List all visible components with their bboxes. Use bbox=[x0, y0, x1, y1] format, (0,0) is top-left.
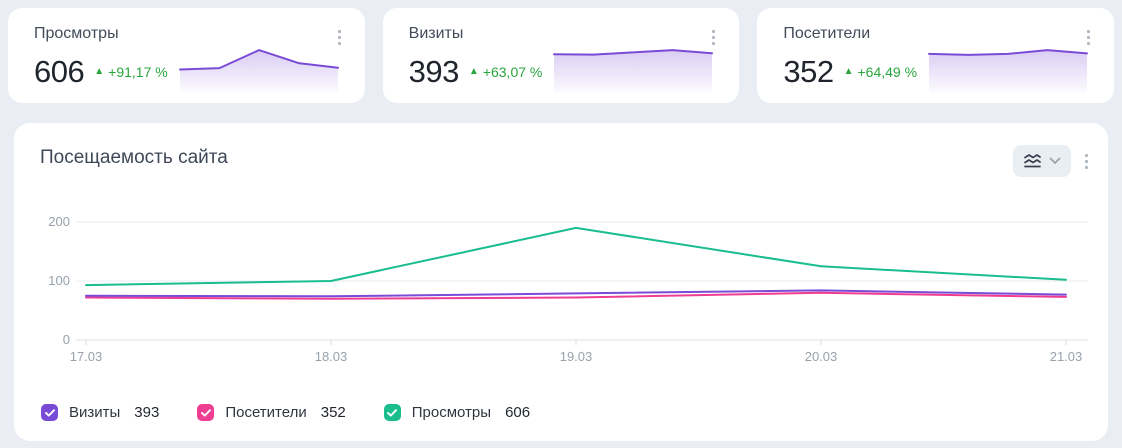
checkbox-checked-icon[interactable] bbox=[197, 404, 215, 421]
legend-label: Визиты bbox=[69, 404, 121, 421]
kebab-menu-icon[interactable] bbox=[710, 28, 717, 47]
svg-text:20.03: 20.03 bbox=[805, 349, 838, 364]
sparkline-chart bbox=[178, 49, 339, 93]
metric-value: 352 bbox=[783, 54, 834, 89]
chart-type-selector[interactable] bbox=[1013, 145, 1071, 177]
kebab-menu-icon[interactable] bbox=[1085, 28, 1092, 47]
svg-text:17.03: 17.03 bbox=[70, 349, 103, 364]
metric-value: 606 bbox=[34, 54, 85, 89]
metric-value: 393 bbox=[408, 54, 460, 89]
legend-item-visitors[interactable]: Посетители 352 bbox=[197, 404, 346, 421]
svg-text:0: 0 bbox=[63, 332, 70, 347]
legend-value: 393 bbox=[134, 404, 160, 421]
triangle-up-icon: ▲ bbox=[94, 65, 105, 77]
legend-value: 606 bbox=[505, 404, 531, 421]
legend-label: Посетители bbox=[225, 404, 307, 421]
chevron-down-icon bbox=[1049, 157, 1061, 164]
legend-item-visits[interactable]: Визиты 393 bbox=[41, 404, 159, 421]
svg-text:100: 100 bbox=[48, 273, 70, 288]
triangle-up-icon: ▲ bbox=[468, 65, 479, 77]
card-title: Визиты bbox=[408, 25, 464, 42]
checkbox-checked-icon[interactable] bbox=[383, 404, 401, 421]
svg-text:19.03: 19.03 bbox=[560, 349, 593, 364]
metric-cards-row: Просмотры 606 ▲ +91,17 % Визиты 393 ▲ +6… bbox=[8, 8, 1115, 103]
metric-change: ▲ +63,07 % bbox=[468, 63, 543, 80]
sparkline-chart bbox=[553, 49, 714, 93]
kebab-menu-icon[interactable] bbox=[336, 28, 343, 47]
traffic-chart: 0 100 200 17.03 18.03 19.03 20.03 21.03 bbox=[26, 203, 1098, 373]
card-title: Посетители bbox=[783, 25, 871, 42]
svg-text:18.03: 18.03 bbox=[315, 349, 348, 364]
line-chart-icon bbox=[1024, 154, 1041, 168]
metric-change: ▲ +64,49 % bbox=[843, 63, 918, 80]
legend-label: Просмотры bbox=[411, 404, 492, 421]
sparkline-chart bbox=[928, 49, 1089, 93]
panel-title: Посещаемость сайта bbox=[40, 147, 228, 168]
card-title: Просмотры bbox=[34, 25, 119, 42]
svg-text:200: 200 bbox=[48, 214, 70, 229]
kebab-menu-icon[interactable] bbox=[1083, 152, 1090, 171]
card-visitors: Посетители 352 ▲ +64,49 % bbox=[757, 8, 1115, 103]
metric-change: ▲ +91,17 % bbox=[94, 63, 168, 80]
legend-value: 352 bbox=[320, 404, 346, 421]
legend-item-pageviews[interactable]: Просмотры 606 bbox=[383, 404, 531, 421]
card-pageviews: Просмотры 606 ▲ +91,17 % bbox=[8, 8, 365, 103]
chart-legend: Визиты 393 Посетители 352 Просмотры 606 bbox=[41, 404, 530, 421]
triangle-up-icon: ▲ bbox=[843, 65, 854, 77]
traffic-panel: Посещаемость сайта 0 100 200 17.03 18.03 19.0… bbox=[14, 123, 1108, 441]
checkbox-checked-icon[interactable] bbox=[41, 404, 58, 421]
card-visits: Визиты 393 ▲ +63,07 % bbox=[382, 8, 740, 103]
svg-text:21.03: 21.03 bbox=[1050, 349, 1083, 364]
